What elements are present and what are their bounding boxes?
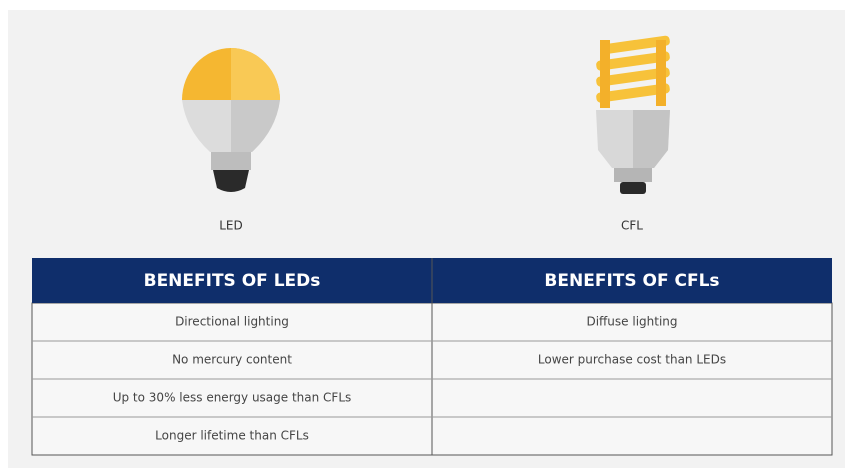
led-benefit: Up to 30% less energy usage than CFLs: [113, 391, 352, 405]
infographic: LED CFL BENEFITS OF LEDs BENEFITS OF CFL…: [0, 0, 849, 473]
cfl-label: CFL: [621, 219, 643, 233]
led-benefit: Directional lighting: [175, 315, 289, 329]
cfl-heading: BENEFITS OF CFLs: [544, 271, 719, 291]
cfl-benefit: Lower purchase cost than LEDs: [538, 353, 726, 367]
led-benefit: Longer lifetime than CFLs: [155, 429, 309, 443]
led-label: LED: [219, 219, 243, 233]
led-benefit: No mercury content: [172, 353, 292, 367]
benefits-table: BENEFITS OF LEDs BENEFITS OF CFLs Direct…: [32, 258, 832, 455]
cfl-benefit: Diffuse lighting: [586, 315, 677, 329]
led-heading: BENEFITS OF LEDs: [144, 271, 321, 291]
